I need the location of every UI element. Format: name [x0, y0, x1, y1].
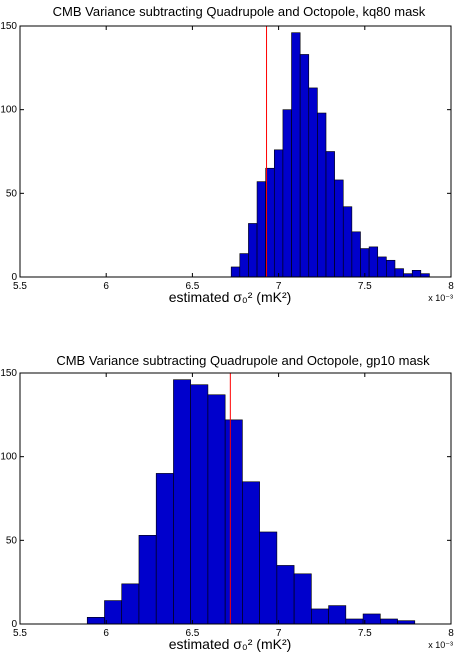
- histogram-bar: [259, 531, 278, 625]
- y-tick-label: 0: [11, 272, 17, 283]
- x-axis-label: estimated σ₀² (mK²): [169, 636, 292, 652]
- histogram-bar: [121, 583, 140, 625]
- histogram-bar: [173, 379, 191, 625]
- y-tick-label: 100: [0, 105, 17, 116]
- histogram-bar: [248, 223, 258, 278]
- x-axis-multiplier: x 10⁻³: [428, 293, 453, 303]
- histogram-bar: [239, 253, 249, 278]
- histogram-bar: [386, 259, 396, 278]
- x-tick-label: 7: [276, 628, 282, 639]
- bars-group: [230, 32, 430, 278]
- histogram-bar: [403, 273, 413, 278]
- histogram-bar: [397, 620, 416, 625]
- plot-frame: [19, 372, 452, 625]
- histogram-bar: [282, 109, 292, 278]
- histogram-bar: [420, 273, 430, 278]
- x-tick-label: 5.5: [13, 281, 27, 292]
- histogram-bar: [345, 618, 364, 625]
- histogram-bar: [293, 573, 312, 625]
- histogram-bar: [380, 618, 398, 625]
- histogram-bar: [291, 32, 301, 278]
- histogram-bar: [276, 565, 295, 625]
- histogram-bar: [104, 600, 123, 625]
- x-tick-label: 6: [103, 628, 109, 639]
- histogram-bar: [377, 256, 387, 278]
- x-tick-label: 8: [448, 628, 454, 639]
- histogram-bar: [86, 617, 105, 625]
- x-tick-label: 7: [276, 281, 282, 292]
- y-tick-label: 0: [11, 619, 17, 630]
- histogram-bar: [342, 206, 353, 278]
- bars-group: [86, 379, 416, 625]
- y-tick-label: 100: [0, 452, 17, 463]
- histogram-bar: [155, 473, 174, 625]
- histogram-bar: [273, 149, 284, 278]
- histogram-bar: [351, 231, 361, 278]
- x-axis-label: estimated σ₀² (mK²): [169, 289, 292, 305]
- histogram-bar: [362, 613, 381, 625]
- histogram-bar: [299, 54, 310, 278]
- histogram-bar: [256, 181, 266, 278]
- y-tick-label: 150: [0, 368, 17, 379]
- plot-frame: [19, 25, 452, 278]
- histogram-bar: [328, 605, 347, 625]
- x-tick-label: 6.5: [185, 628, 199, 639]
- histogram-bar: [394, 268, 404, 278]
- y-tick-label: 50: [6, 535, 18, 546]
- histogram-panel-kq80: CMB Variance subtracting Quadrupole and …: [0, 4, 454, 305]
- histogram-bar: [411, 270, 422, 278]
- x-tick-label: 8: [448, 281, 454, 292]
- histogram-bar: [368, 246, 379, 278]
- histogram-bar: [190, 384, 209, 625]
- x-tick-label: 5.5: [13, 628, 27, 639]
- histogram-bar: [334, 179, 344, 278]
- histogram-bar: [317, 112, 327, 278]
- axis-ticks: 5.5 6 6.5 7 7.5 8 0 50 100 150: [0, 21, 454, 292]
- histogram-bar: [308, 87, 318, 278]
- x-tick-label: 6.5: [185, 281, 199, 292]
- chart-title: CMB Variance subtracting Quadrupole and …: [56, 353, 430, 368]
- histogram-bar: [224, 419, 243, 625]
- histogram-bar: [242, 481, 260, 625]
- histogram-bar: [311, 608, 329, 625]
- histogram-bar: [230, 266, 241, 278]
- histogram-bar: [138, 535, 157, 625]
- y-tick-label: 50: [6, 188, 18, 199]
- histogram-bar: [325, 151, 335, 278]
- histogram-panel-gp10: CMB Variance subtracting Quadrupole and …: [0, 353, 454, 652]
- x-tick-label: 7.5: [358, 281, 372, 292]
- chart-title: CMB Variance subtracting Quadrupole and …: [53, 4, 426, 19]
- histogram-bar: [360, 248, 370, 278]
- x-tick-label: 7.5: [358, 628, 372, 639]
- x-tick-label: 6: [103, 281, 109, 292]
- histogram-bar: [207, 394, 226, 625]
- axis-ticks: 5.5 6 6.5 7 7.5 8 0 50 100 150: [0, 368, 454, 639]
- y-tick-label: 150: [0, 21, 17, 32]
- x-axis-multiplier: x 10⁻³: [428, 640, 453, 650]
